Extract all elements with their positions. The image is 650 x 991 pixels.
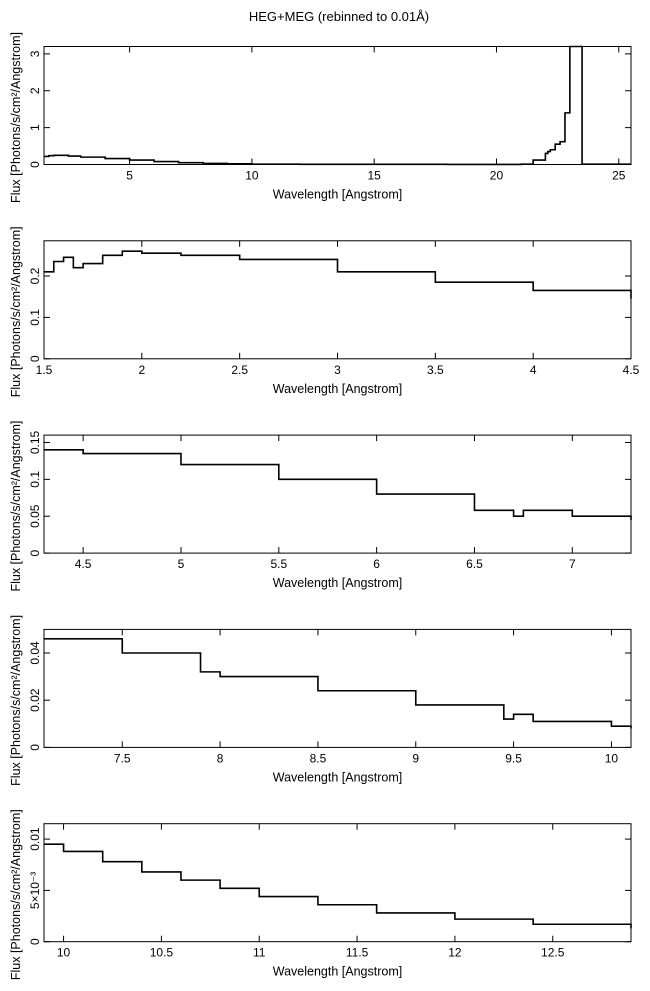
y-tick-label: 0 <box>28 744 42 751</box>
x-tick-label: 3.5 <box>427 363 444 377</box>
y-axis-label: Flux [Photons/s/cm²/Angstrom] <box>9 809 23 980</box>
x-tick-label: 5.5 <box>270 557 287 571</box>
y-axis-label: Flux [Photons/s/cm²/Angstrom] <box>9 32 23 203</box>
x-tick-label: 9 <box>412 751 419 765</box>
plot-frame <box>43 628 632 748</box>
spectrum-trace <box>44 843 632 929</box>
plot-frame <box>43 823 632 943</box>
x-axis-label: Wavelength [Angstrom] <box>273 382 402 396</box>
y-tick-label: 0 <box>28 549 42 556</box>
x-tick-label: 7.5 <box>114 751 131 765</box>
spectrum-panel-1: 5 10 15 20 25 0 1 2 3 Wavelength [Angstrom] Flux [… <box>9 32 632 203</box>
y-tick-label: 0 <box>28 938 42 945</box>
x-tick-label: 10 <box>605 751 619 765</box>
y-tick-label: 0.2 <box>28 267 42 284</box>
x-tick-label: 12.5 <box>541 946 565 960</box>
y-tick-label: 0.01 <box>28 827 42 851</box>
x-tick-label: 4 <box>530 363 537 377</box>
x-tick-label: 10 <box>57 946 71 960</box>
x-tick-label: 10.5 <box>150 946 174 960</box>
x-tick-label: 8.5 <box>310 751 327 765</box>
figure-title: HEG+MEG (rebinned to 0.01Å) <box>249 9 429 24</box>
x-tick-label: 2 <box>138 363 145 377</box>
x-tick-label: 6.5 <box>466 557 483 571</box>
y-tick-label: 2 <box>28 87 42 94</box>
y-axis-label: Flux [Photons/s/cm²/Angstrom] <box>9 421 23 592</box>
x-tick-label: 1.5 <box>36 363 53 377</box>
plot-frame <box>43 434 632 554</box>
x-tick-label: 9.5 <box>505 751 522 765</box>
y-tick-label: 0.04 <box>28 641 42 665</box>
y-tick-label: 0.05 <box>28 504 42 528</box>
x-axis-label: Wavelength [Angstrom] <box>273 576 402 590</box>
x-tick-label: 4.5 <box>75 557 92 571</box>
y-tick-label: 3 <box>28 50 42 57</box>
x-tick-label: 2.5 <box>231 363 248 377</box>
x-axis-label: Wavelength [Angstrom] <box>273 188 402 202</box>
x-tick-label: 5 <box>126 169 133 183</box>
y-tick-label: 0.1 <box>28 471 42 488</box>
x-tick-label: 10 <box>245 169 259 183</box>
spectrum-panel-2: 1.5 2 2.5 3 3.5 4 4.5 0 0.1 0.2 Wavelength [Angstr… <box>9 226 640 397</box>
x-axis-label: Wavelength [Angstrom] <box>273 770 402 784</box>
x-tick-label: 11.5 <box>346 946 369 960</box>
x-tick-label: 11 <box>253 946 266 960</box>
spectrum-panel-4: 7.5 8 8.5 9 9.5 10 0 0.02 0.04 Wavelength [Angstr… <box>9 615 632 786</box>
plot-frame <box>43 46 632 165</box>
y-tick-label: 0 <box>28 355 42 362</box>
spectrum-trace <box>44 250 632 299</box>
x-tick-label: 8 <box>217 751 224 765</box>
spectrum-trace <box>44 449 632 520</box>
x-tick-label: 20 <box>490 169 504 183</box>
x-tick-label: 6 <box>373 557 380 571</box>
y-axis-label: Flux [Photons/s/cm²/Angstrom] <box>9 226 23 397</box>
plot-frame <box>43 240 632 360</box>
x-tick-label: 7 <box>569 557 576 571</box>
spectrum-trace <box>44 638 632 729</box>
x-tick-label: 15 <box>368 169 382 183</box>
y-tick-label: 1 <box>28 124 42 131</box>
y-tick-label: 0.15 <box>28 430 42 454</box>
y-tick-label: 0.02 <box>28 688 42 712</box>
spectrum-trace <box>44 45 631 166</box>
y-tick-label: 0 <box>28 161 42 168</box>
y-axis-label: Flux [Photons/s/cm²/Angstrom] <box>9 615 23 786</box>
x-tick-label: 12 <box>448 946 462 960</box>
x-axis-label: Wavelength [Angstrom] <box>273 965 402 979</box>
x-tick-label: 5 <box>178 557 185 571</box>
x-tick-label: 25 <box>612 169 626 183</box>
y-tick-label: 0.1 <box>28 309 42 326</box>
x-tick-label: 3 <box>334 363 341 377</box>
y-tick-label: 5×10⁻³ <box>28 872 42 909</box>
spectrum-panel-5: 10 10.5 11 11.5 12 12.5 0 5×10⁻³ 0.01 Wavelength … <box>9 809 632 980</box>
x-tick-label: 4.5 <box>623 363 640 377</box>
spectrum-panel-3: 4.5 5 5.5 6 6.5 7 0 0.05 0.1 0.15 Wavelength [Angs… <box>9 421 632 592</box>
